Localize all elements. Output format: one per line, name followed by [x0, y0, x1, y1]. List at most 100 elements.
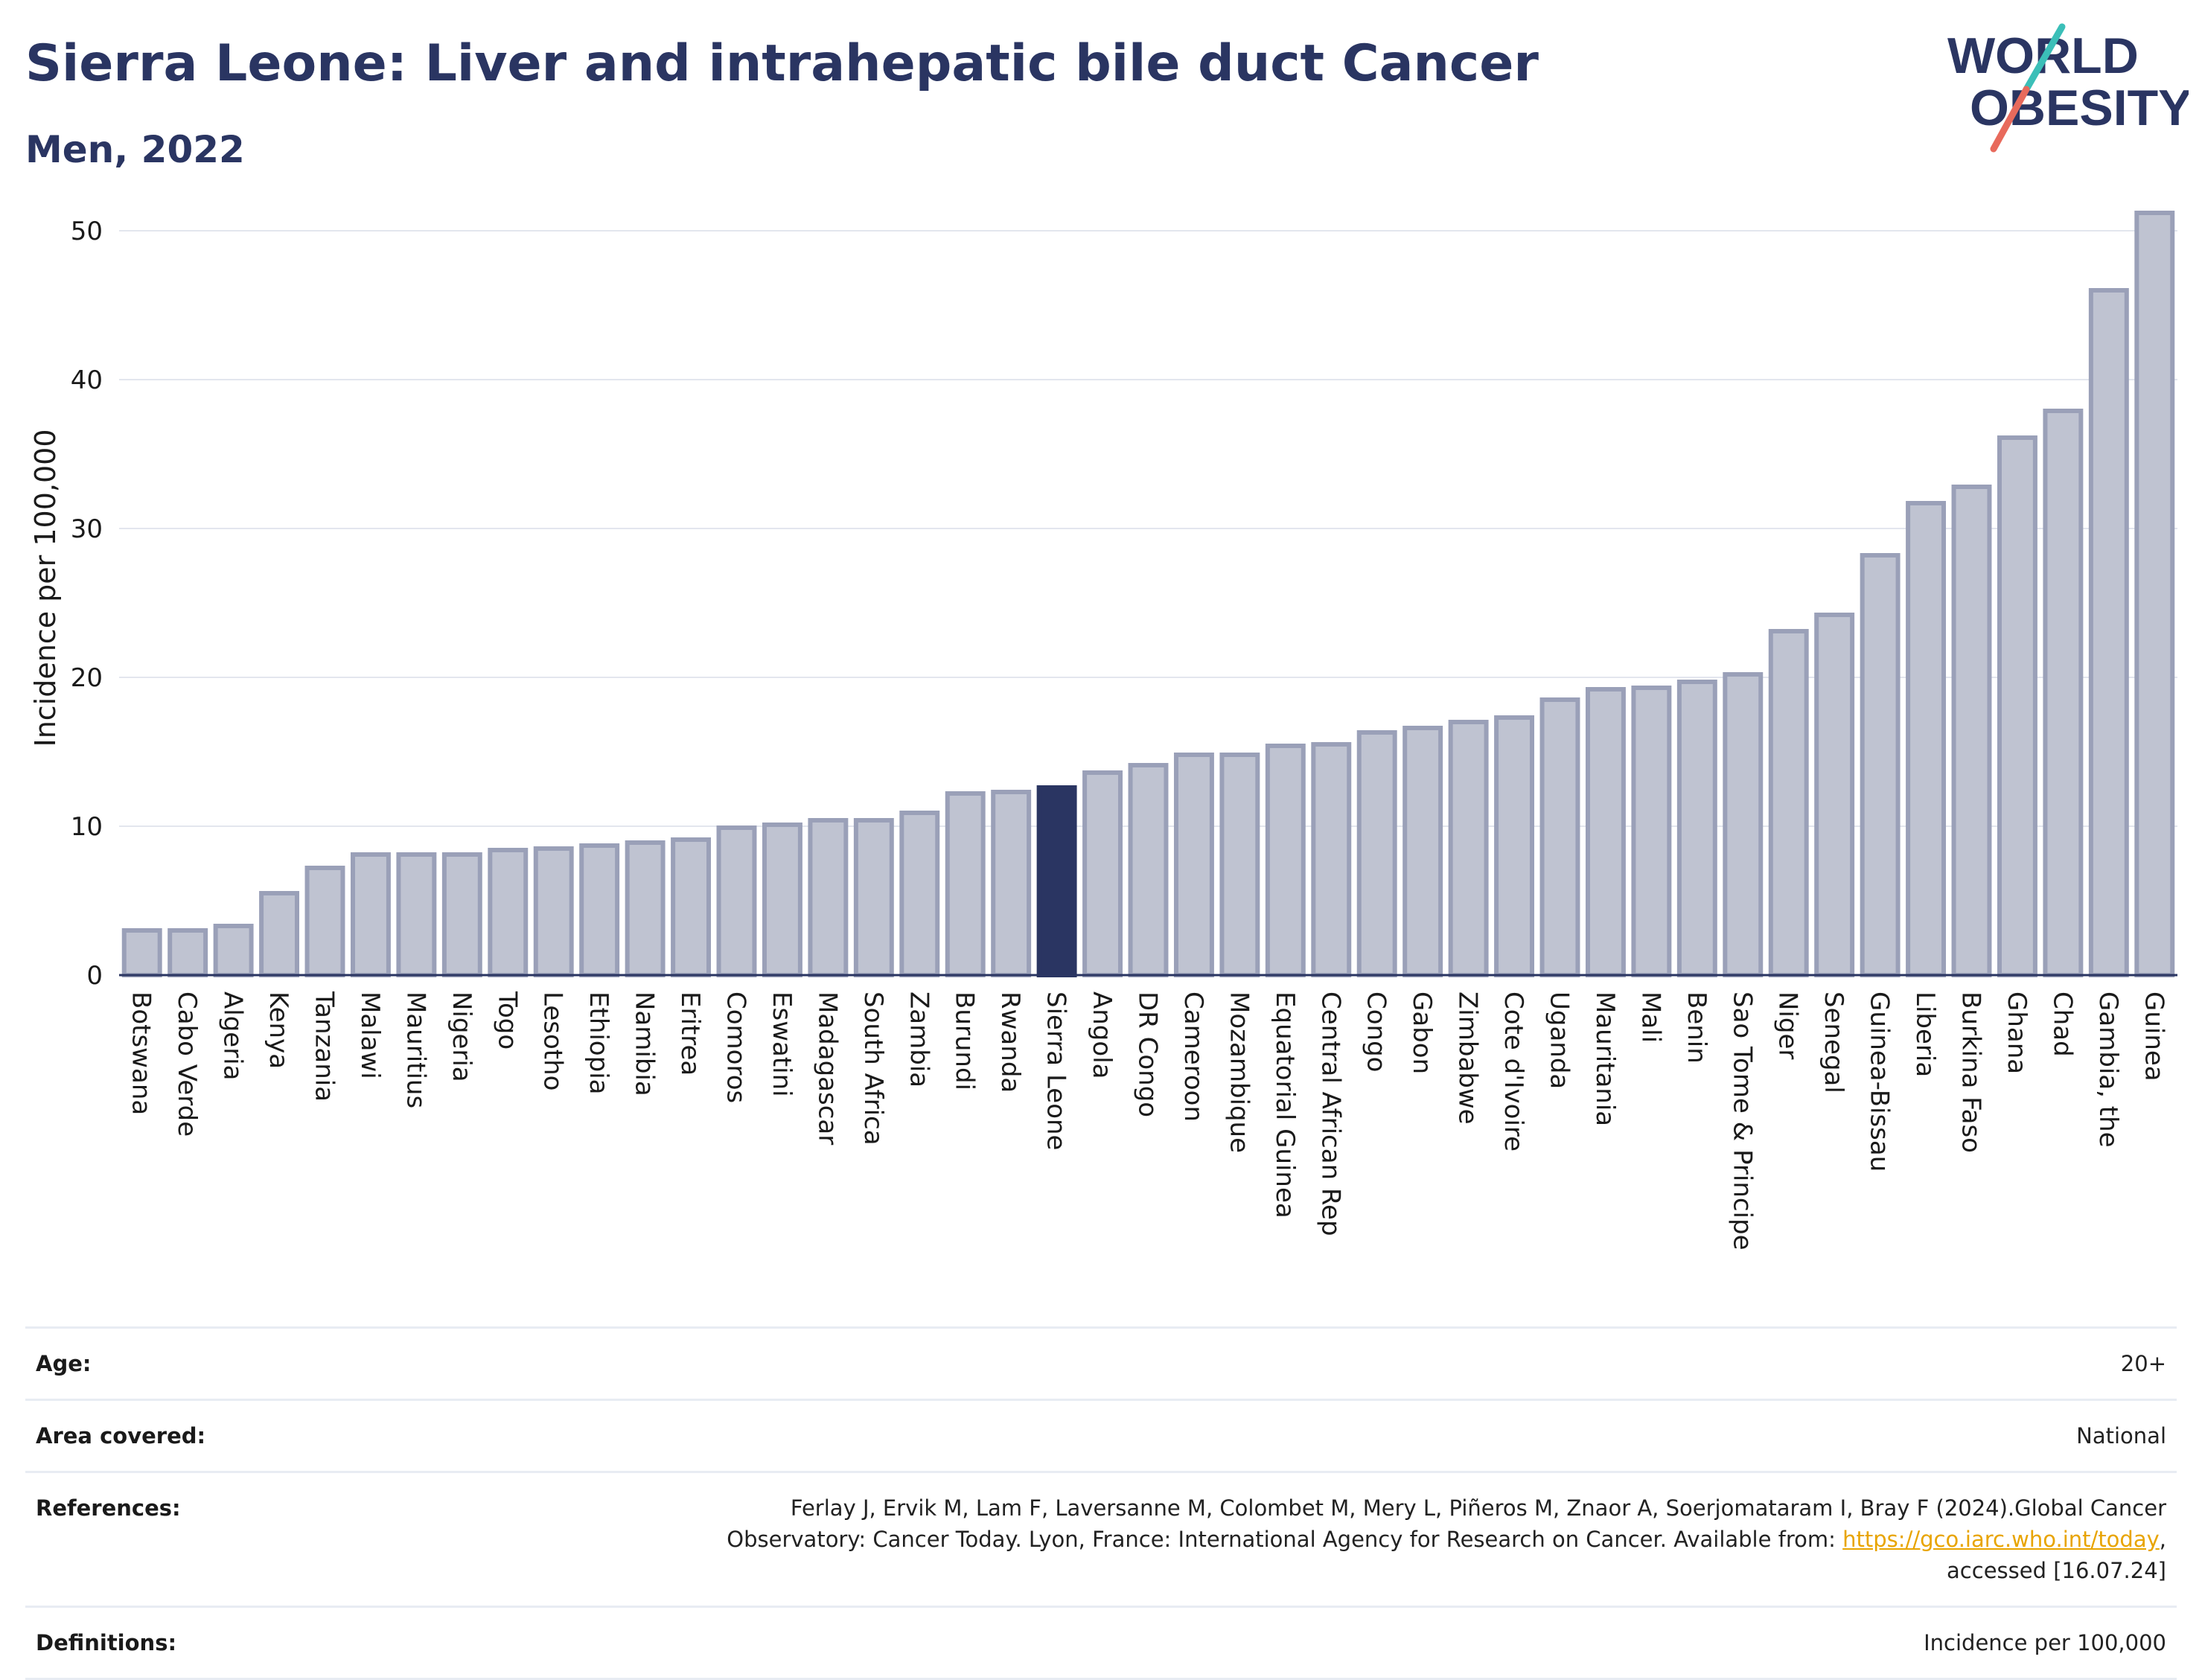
bar: [1448, 720, 1489, 977]
bar: [488, 848, 529, 977]
bar: [2134, 211, 2175, 977]
logo-slash-top: [2023, 23, 2066, 93]
bar: [1723, 672, 1764, 977]
y-tick-label: 30: [71, 514, 103, 544]
bar: [259, 891, 300, 977]
x-tick-label: Cameroon: [1178, 991, 1208, 1122]
meta-label-area: Area covered:: [36, 1423, 206, 1449]
bar: [167, 928, 208, 977]
meta-value-area: National: [2076, 1423, 2166, 1449]
x-tick-label: Kenya: [264, 991, 293, 1069]
bar: [625, 840, 666, 977]
bar: [1128, 763, 1169, 977]
meta-row-age: Age: 20+: [25, 1326, 2177, 1399]
x-tick-label: Botswana: [127, 991, 156, 1115]
x-tick-label: Chad: [2047, 991, 2077, 1057]
bar: [1631, 686, 1672, 977]
y-tick-label: 40: [71, 365, 103, 395]
chart-metadata-table: Age: 20+ Area covered: National Referenc…: [25, 1326, 2177, 1680]
bar: [121, 928, 162, 977]
x-tick-label: Madagascar: [812, 991, 842, 1145]
meta-value-references: Ferlay J, Ervik M, Lam F, Laversanne M, …: [727, 1492, 2166, 1586]
x-tick-label: Mauritania: [1590, 991, 1620, 1126]
x-tick-label: Uganda: [1545, 991, 1574, 1089]
y-tick-label: 50: [71, 217, 103, 246]
bar: [1173, 753, 1214, 977]
x-tick-label: Mauritius: [400, 991, 430, 1108]
x-tick-label: Eritrea: [675, 991, 705, 1076]
x-tick-label: Senegal: [1819, 991, 1848, 1093]
x-tick-label: Guinea-Bissau: [1865, 991, 1895, 1172]
x-tick-label: Benin: [1682, 991, 1711, 1064]
logo-slash-bottom: [1990, 86, 2030, 153]
bar: [1814, 613, 1855, 977]
x-tick-label: Nigeria: [447, 991, 476, 1082]
y-tick-label: 20: [71, 663, 103, 693]
bar: [671, 837, 712, 977]
bar: [441, 852, 482, 977]
bar: [1951, 485, 1992, 977]
bar-chart: 0 10 20 30 40 50 Incidence per 100,000 Botswana…: [29, 211, 2177, 1251]
x-tick-label: Tanzania: [310, 991, 339, 1102]
x-tick-label: Equatorial Guinea: [1270, 991, 1300, 1219]
x-tick-label: Malawi: [355, 991, 385, 1079]
bar-highlight: [1036, 785, 1077, 977]
x-tick-label: Lesotho: [538, 991, 568, 1090]
x-tick-label: Cote d'Ivoire: [1499, 991, 1528, 1152]
reference-text-line3: accessed [16.07.24]: [1947, 1558, 2166, 1583]
page-subtitle: Men, 2022: [25, 128, 245, 171]
bar: [1676, 680, 1717, 977]
reference-text-line1: Ferlay J, Ervik M, Lam F, Laversanne M, …: [790, 1495, 2166, 1521]
y-tick-label: 0: [86, 961, 103, 991]
x-tick-label: Zambia: [904, 991, 934, 1087]
meta-label-age: Age:: [36, 1351, 92, 1376]
x-tick-label: Rwanda: [995, 991, 1025, 1093]
reference-link[interactable]: https://gco.iarc.who.int/today: [1842, 1527, 2160, 1552]
bar: [1768, 629, 1809, 977]
bar: [579, 843, 620, 977]
x-tick-label: Namibia: [630, 991, 660, 1096]
y-axis-title: Incidence per 100,000: [29, 429, 62, 747]
bar: [2088, 288, 2129, 977]
meta-label-definitions: Definitions:: [36, 1630, 177, 1655]
bar: [1219, 753, 1260, 977]
x-tick-label: Ethiopia: [584, 991, 613, 1094]
x-tick-label: Algeria: [218, 991, 248, 1080]
x-tick-label: Burkina Faso: [1956, 991, 1986, 1153]
meta-value-definitions: Incidence per 100,000: [1924, 1630, 2166, 1655]
x-tick-label: Togo: [492, 991, 522, 1050]
x-tick-label: Angola: [1087, 991, 1117, 1079]
bar: [1585, 687, 1626, 977]
bar: [762, 823, 802, 977]
reference-text-line2: Observatory: Cancer Today. Lyon, France:…: [727, 1527, 1843, 1552]
bar: [1082, 770, 1123, 977]
x-tick-label: Guinea: [2139, 991, 2169, 1082]
bar: [945, 791, 986, 977]
y-tick-label: 10: [71, 812, 103, 842]
bar: [808, 818, 849, 977]
x-tick-label: Eswatini: [767, 991, 797, 1097]
x-tick-label: Cabo Verde: [172, 991, 202, 1137]
x-tick-label: Central African Rep: [1315, 991, 1345, 1236]
bar: [396, 852, 437, 977]
meta-row-definitions: Definitions: Incidence per 100,000: [25, 1606, 2177, 1680]
bar: [1860, 553, 1901, 977]
bar: [1356, 730, 1397, 977]
page-title: Sierra Leone: Liver and intrahepatic bil…: [25, 34, 1539, 93]
x-tick-label: Mali: [1635, 991, 1665, 1043]
x-tick-label: Mozambique: [1224, 991, 1254, 1153]
bar: [1402, 726, 1443, 977]
x-tick-label: Sierra Leone: [1041, 991, 1071, 1150]
x-tick-label: Comoros: [721, 991, 751, 1103]
meta-value-age: 20+: [2120, 1351, 2166, 1376]
bar: [304, 866, 345, 977]
bar: [350, 852, 391, 977]
bar: [1997, 435, 2037, 977]
bar: [853, 818, 894, 977]
world-obesity-logo: WORLD OBESITY: [1947, 23, 2189, 153]
bar: [1311, 742, 1352, 977]
meta-row-area: Area covered: National: [25, 1399, 2177, 1471]
bar: [1494, 715, 1535, 977]
bar: [1539, 697, 1580, 977]
bar: [533, 846, 574, 977]
